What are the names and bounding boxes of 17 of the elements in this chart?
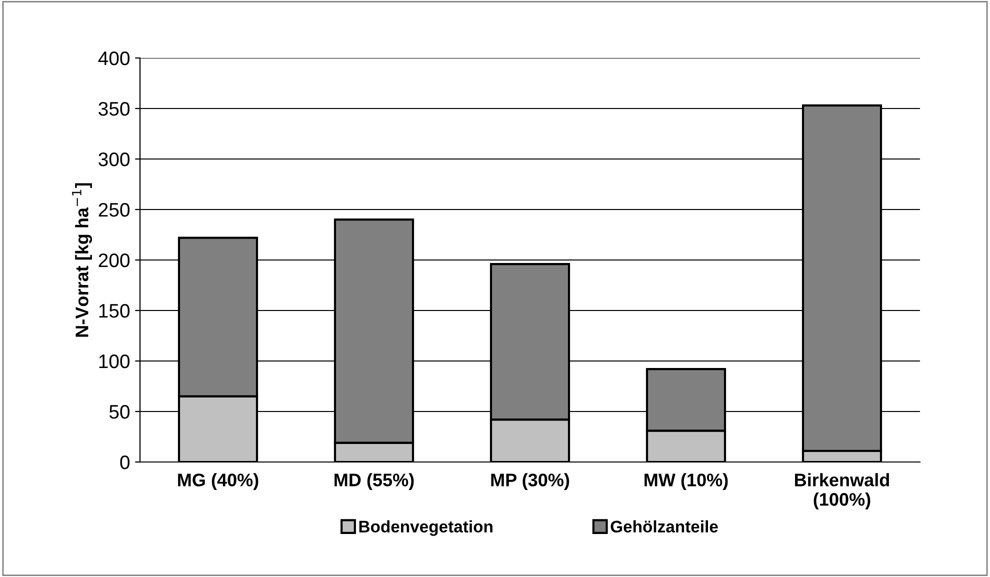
x-tick-label: Birkenwald (100%)	[795, 473, 889, 510]
y-tick-label: 0	[120, 455, 130, 470]
y-tick-label: 200	[98, 253, 130, 268]
x-tick-label: MW (10%)	[644, 473, 728, 490]
y-tick-label: 400	[98, 51, 130, 66]
x-tick-label: MD (55%)	[334, 473, 414, 490]
y-tick-label: 150	[99, 304, 130, 318]
y-tick-label: 250	[98, 202, 130, 217]
x-tick-label: MP (30%)	[491, 473, 570, 490]
legend-label: Gehölzanteile	[610, 520, 718, 533]
y-tick-label: 100	[99, 354, 130, 368]
x-tick-label: MG (40%)	[178, 473, 258, 490]
legend-label: Bodenvegetation	[359, 520, 492, 536]
y-tick-label: 50	[109, 404, 130, 419]
y-axis-title: N-Vorrat [kg ha$^{−1}$]	[72, 183, 92, 337]
y-tick-label: 350	[98, 102, 130, 116]
y-tick-label: 300	[98, 152, 130, 166]
